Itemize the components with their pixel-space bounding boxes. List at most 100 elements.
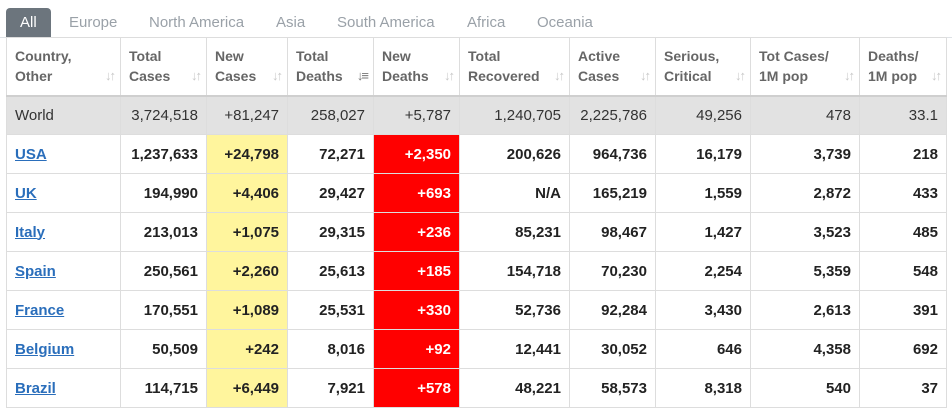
tab-asia[interactable]: Asia [276,14,306,31]
cell-total-cases: 250,561 [120,251,207,291]
cell-active-cases: 98,467 [569,212,656,252]
country-link[interactable]: Belgium [15,340,75,358]
column-header-new-deaths[interactable]: New Deaths ↓↑ [373,37,460,97]
country-link[interactable]: Italy [15,223,46,241]
cell-deaths-per-1m: 37 [859,368,947,408]
column-header-total-recovered[interactable]: Total Recovered ↓↑ [459,37,570,97]
sort-icon[interactable]: ↓↑ [735,67,746,83]
tab-south-america[interactable]: South America [337,14,435,31]
column-header-line1: Active [578,48,621,65]
cell-deaths-per-1m: 692 [859,329,947,369]
cell-total-deaths: 29,427 [287,173,374,213]
column-header-total-cases[interactable]: Total Cases ↓↑ [120,37,207,97]
cell-total-cases: 50,509 [120,329,207,369]
column-header-line1: New [382,48,411,65]
country-row: Italy 213,013 +1,075 29,315 +236 85,231 98,467… [6,212,947,252]
cell-active-cases: 964,736 [569,134,656,174]
cell-active-cases: 165,219 [569,173,656,213]
country-row: Belgium 50,509 +242 8,016 +92 12,441 30,052 646… [6,329,947,369]
country-link[interactable]: USA [15,145,47,163]
column-header-line1: Total [129,48,162,65]
column-header-line2: Cases [215,68,257,85]
country-link[interactable]: France [15,301,65,319]
column-header-line2: Critical [664,68,712,85]
cell-deaths-per-1m: 485 [859,212,947,252]
cell-total-cases: 1,237,633 [120,134,207,174]
column-header-total-deaths[interactable]: Total Deaths ↓≡ [287,37,374,97]
cell-serious-critical: 646 [655,329,751,369]
cell-total-deaths: 7,921 [287,368,374,408]
cell-new-deaths: +5,787 [373,95,460,135]
cell-total-deaths: 29,315 [287,212,374,252]
cell-tot-cases-per-1m: 478 [750,95,860,135]
column-header-country[interactable]: Country, Other ↓↑ [6,37,121,97]
column-header-line1: Tot Cases/ [759,48,829,65]
sort-icon[interactable]: ↓↑ [105,67,116,83]
sort-icon[interactable]: ↓↑ [844,67,855,83]
cell-total-cases: 170,551 [120,290,207,330]
cell-deaths-per-1m: 391 [859,290,947,330]
country-row: Spain 250,561 +2,260 25,613 +185 154,718 70,23… [6,251,947,291]
column-header-line1: Total [468,48,501,65]
cell-new-cases: +1,075 [206,212,288,252]
cell-new-deaths: +185 [373,251,460,291]
cell-deaths-per-1m: 548 [859,251,947,291]
sort-icon[interactable]: ↓↑ [931,67,942,83]
cell-total-cases: 114,715 [120,368,207,408]
covid-stats-table: Country, Other ↓↑ Total Cases ↓↑ New Cases ↓↑ Tot… [6,37,947,408]
tab-oceania[interactable]: Oceania [537,14,593,31]
country-link[interactable]: Spain [15,262,56,280]
cell-serious-critical: 49,256 [655,95,751,135]
cell-total-cases: 213,013 [120,212,207,252]
cell-tot-cases-per-1m: 540 [750,368,860,408]
column-header-line2: 1M pop [759,68,808,85]
column-header-active-cases[interactable]: Active Cases ↓↑ [569,37,656,97]
cell-new-cases: +24,798 [206,134,288,174]
header-row: Country, Other ↓↑ Total Cases ↓↑ New Cases ↓↑ Tot… [6,37,947,97]
cell-total-deaths: 8,016 [287,329,374,369]
sort-desc-icon[interactable]: ↓≡ [356,67,369,83]
cell-tot-cases-per-1m: 4,358 [750,329,860,369]
country-link[interactable]: Brazil [15,379,56,397]
cell-country: UK [6,173,121,213]
country-row: Brazil 114,715 +6,449 7,921 +578 48,221 58,573… [6,368,947,408]
cell-total-recovered: N/A [459,173,570,213]
cell-active-cases: 92,284 [569,290,656,330]
column-header-line1: New [215,48,244,65]
cell-total-deaths: 25,531 [287,290,374,330]
sort-icon[interactable]: ↓↑ [444,67,455,83]
cell-tot-cases-per-1m: 5,359 [750,251,860,291]
column-header-deaths-per-1m[interactable]: Deaths/1M pop ↓↑ [859,37,947,97]
cell-active-cases: 2,225,786 [569,95,656,135]
cell-serious-critical: 16,179 [655,134,751,174]
cell-new-deaths: +578 [373,368,460,408]
cell-serious-critical: 2,254 [655,251,751,291]
tab-all[interactable]: All [6,8,51,37]
tab-europe[interactable]: Europe [69,14,118,31]
cell-new-cases: +1,089 [206,290,288,330]
column-header-line2: Deaths [382,68,429,85]
country-link[interactable]: UK [15,184,37,202]
tab-africa[interactable]: Africa [467,14,506,31]
cell-country: USA [6,134,121,174]
column-header-serious-critical[interactable]: Serious, Critical ↓↑ [655,37,751,97]
sort-icon[interactable]: ↓↑ [191,67,202,83]
cell-active-cases: 58,573 [569,368,656,408]
sort-icon[interactable]: ↓↑ [640,67,651,83]
tab-north-america[interactable]: North America [149,14,245,31]
column-header-line2: Other [15,68,53,85]
column-header-tot-cases-per-1m[interactable]: Tot Cases/1M pop ↓↑ [750,37,860,97]
column-header-new-cases[interactable]: New Cases ↓↑ [206,37,288,97]
column-header-line1: Total [296,48,329,65]
column-header-line2: Recovered [468,68,540,85]
sort-icon[interactable]: ↓↑ [272,67,283,83]
region-tabs: All Europe North America Asia South Amer… [0,0,952,38]
country-row: France 170,551 +1,089 25,531 +330 52,736 92,28… [6,290,947,330]
cell-country: Italy [6,212,121,252]
column-header-line2: Cases [578,68,620,85]
cell-total-recovered: 52,736 [459,290,570,330]
cell-new-deaths: +330 [373,290,460,330]
column-header-line2: Deaths [296,68,343,85]
sort-icon[interactable]: ↓↑ [554,67,565,83]
cell-new-cases: +81,247 [206,95,288,135]
